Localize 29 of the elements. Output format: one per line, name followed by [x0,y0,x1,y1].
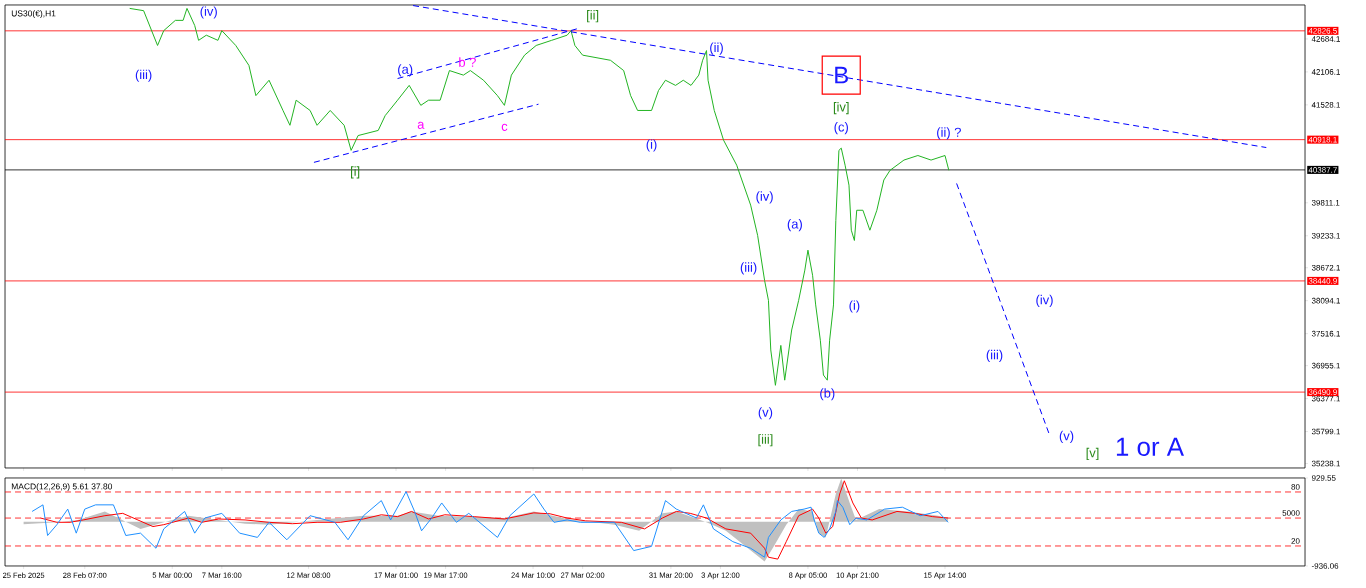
annotation: 1 or A [1116,437,1184,456]
text: US30(€),H1 [11,10,56,19]
annotation: B [835,66,848,84]
annotation: [iv] [833,102,849,115]
annotation: (a) [398,64,413,77]
annotation: [v] [1086,447,1099,460]
annotation: (ii) ? [937,127,961,140]
text: MACD(12,26,9) 5.61 37.80 [11,483,113,492]
annotation: b ? [459,57,476,67]
annotation: [ii] [587,10,599,23]
annotation: (c) [834,122,848,135]
annotation: (i) [849,300,860,313]
annotation: c [501,123,508,131]
annotation: (ii) [710,42,723,55]
annotation: [iii] [758,434,773,447]
annotation: (iii) [986,349,1003,362]
annotation: (iii) [740,262,757,275]
line-series [31,491,949,558]
annotation: (v) [758,407,773,420]
annotation: (i) [646,139,657,152]
annotation: (b) [820,388,835,401]
annotation: (iv) [1036,294,1053,307]
annotation: (iii) [135,69,152,82]
annotation: (v) [1059,430,1074,443]
annotation: (iv) [200,6,217,19]
annotation: (iv) [756,191,773,204]
annotation: a [417,121,425,129]
annotation: (a) [787,219,802,232]
annotation: [i] [351,166,360,179]
